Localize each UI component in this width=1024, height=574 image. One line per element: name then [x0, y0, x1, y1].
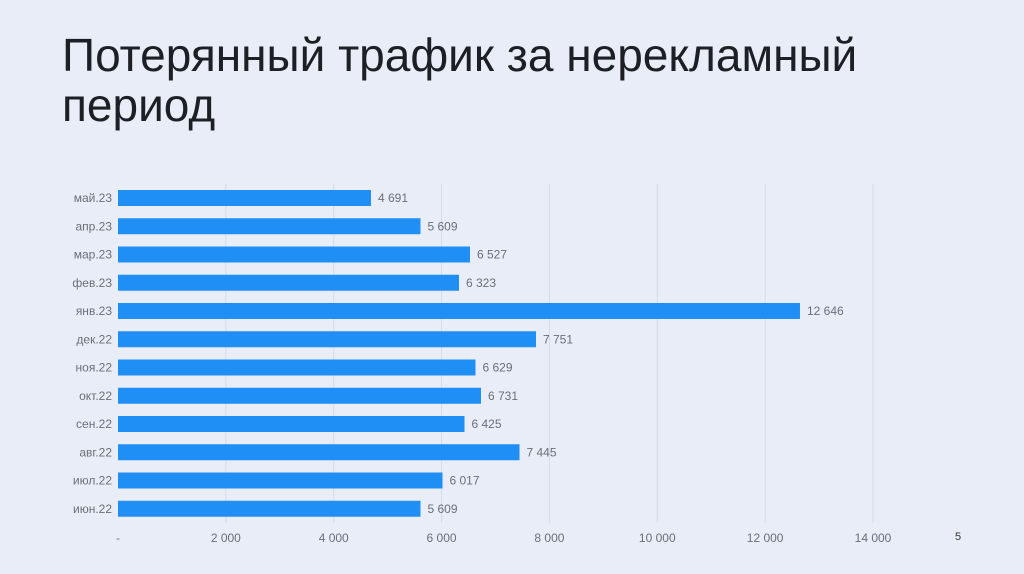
- category-label: сен.22: [76, 417, 112, 431]
- bar: [118, 274, 459, 291]
- bar: [118, 472, 443, 489]
- category-labels: май.23 апр.23 мар.23 фев.23 янв.23 дек.22 ноя.…: [72, 191, 112, 516]
- category-label: ноя.22: [76, 361, 113, 375]
- category-label: дек.22: [76, 332, 112, 346]
- value-label: 6 425: [471, 417, 501, 431]
- x-tick-label: 12 000: [747, 531, 784, 545]
- gridlines: [225, 184, 874, 523]
- value-label: 6 527: [477, 248, 507, 262]
- bar: [118, 500, 421, 517]
- page-title: Потерянный трафик за нерекламный период: [62, 29, 858, 131]
- value-label: 6 017: [449, 474, 479, 488]
- value-label: 4 691: [378, 191, 408, 205]
- category-label: июл.22: [73, 474, 112, 488]
- value-label: 5 609: [427, 502, 457, 516]
- x-tick-label: -: [116, 531, 120, 545]
- bar: [118, 416, 465, 432]
- x-tick-label: 10 000: [639, 531, 676, 545]
- bars: [118, 190, 800, 517]
- value-label: 6 629: [482, 361, 512, 375]
- category-label: мар.23: [74, 248, 113, 262]
- bar: [118, 331, 537, 348]
- x-tick-label: 2 000: [211, 531, 241, 545]
- bar: [118, 387, 481, 404]
- category-label: янв.23: [76, 304, 113, 318]
- x-axis-ticks: - 2 000 4 000 6 000 8 000 10 000 12 000 14 000: [116, 531, 892, 545]
- value-label: 7 751: [543, 332, 573, 346]
- x-tick-label: 6 000: [427, 531, 457, 545]
- category-label: апр.23: [75, 219, 112, 233]
- value-label: 12 646: [807, 304, 844, 318]
- bar: [118, 444, 520, 461]
- value-labels: 4 691 5 609 6 527 6 323 12 646 7 751 6 629 6 73…: [378, 191, 844, 516]
- category-label: фев.23: [72, 276, 112, 290]
- value-label: 7 445: [526, 445, 556, 459]
- bar: [118, 190, 371, 206]
- category-label: май.23: [74, 191, 113, 205]
- x-tick-label: 4 000: [319, 531, 349, 545]
- category-label: окт.22: [79, 389, 112, 403]
- page-number: 5: [955, 531, 962, 543]
- value-label: 6 731: [488, 389, 518, 403]
- x-tick-label: 8 000: [534, 531, 564, 545]
- value-label: 5 609: [427, 219, 457, 233]
- category-label: авг.22: [79, 445, 112, 459]
- category-label: июн.22: [73, 502, 112, 516]
- x-tick-label: 14 000: [855, 531, 892, 545]
- bar: [118, 359, 476, 376]
- bar: [118, 246, 470, 263]
- value-label: 6 323: [466, 276, 496, 290]
- bar: [118, 218, 421, 235]
- bar: [118, 303, 800, 319]
